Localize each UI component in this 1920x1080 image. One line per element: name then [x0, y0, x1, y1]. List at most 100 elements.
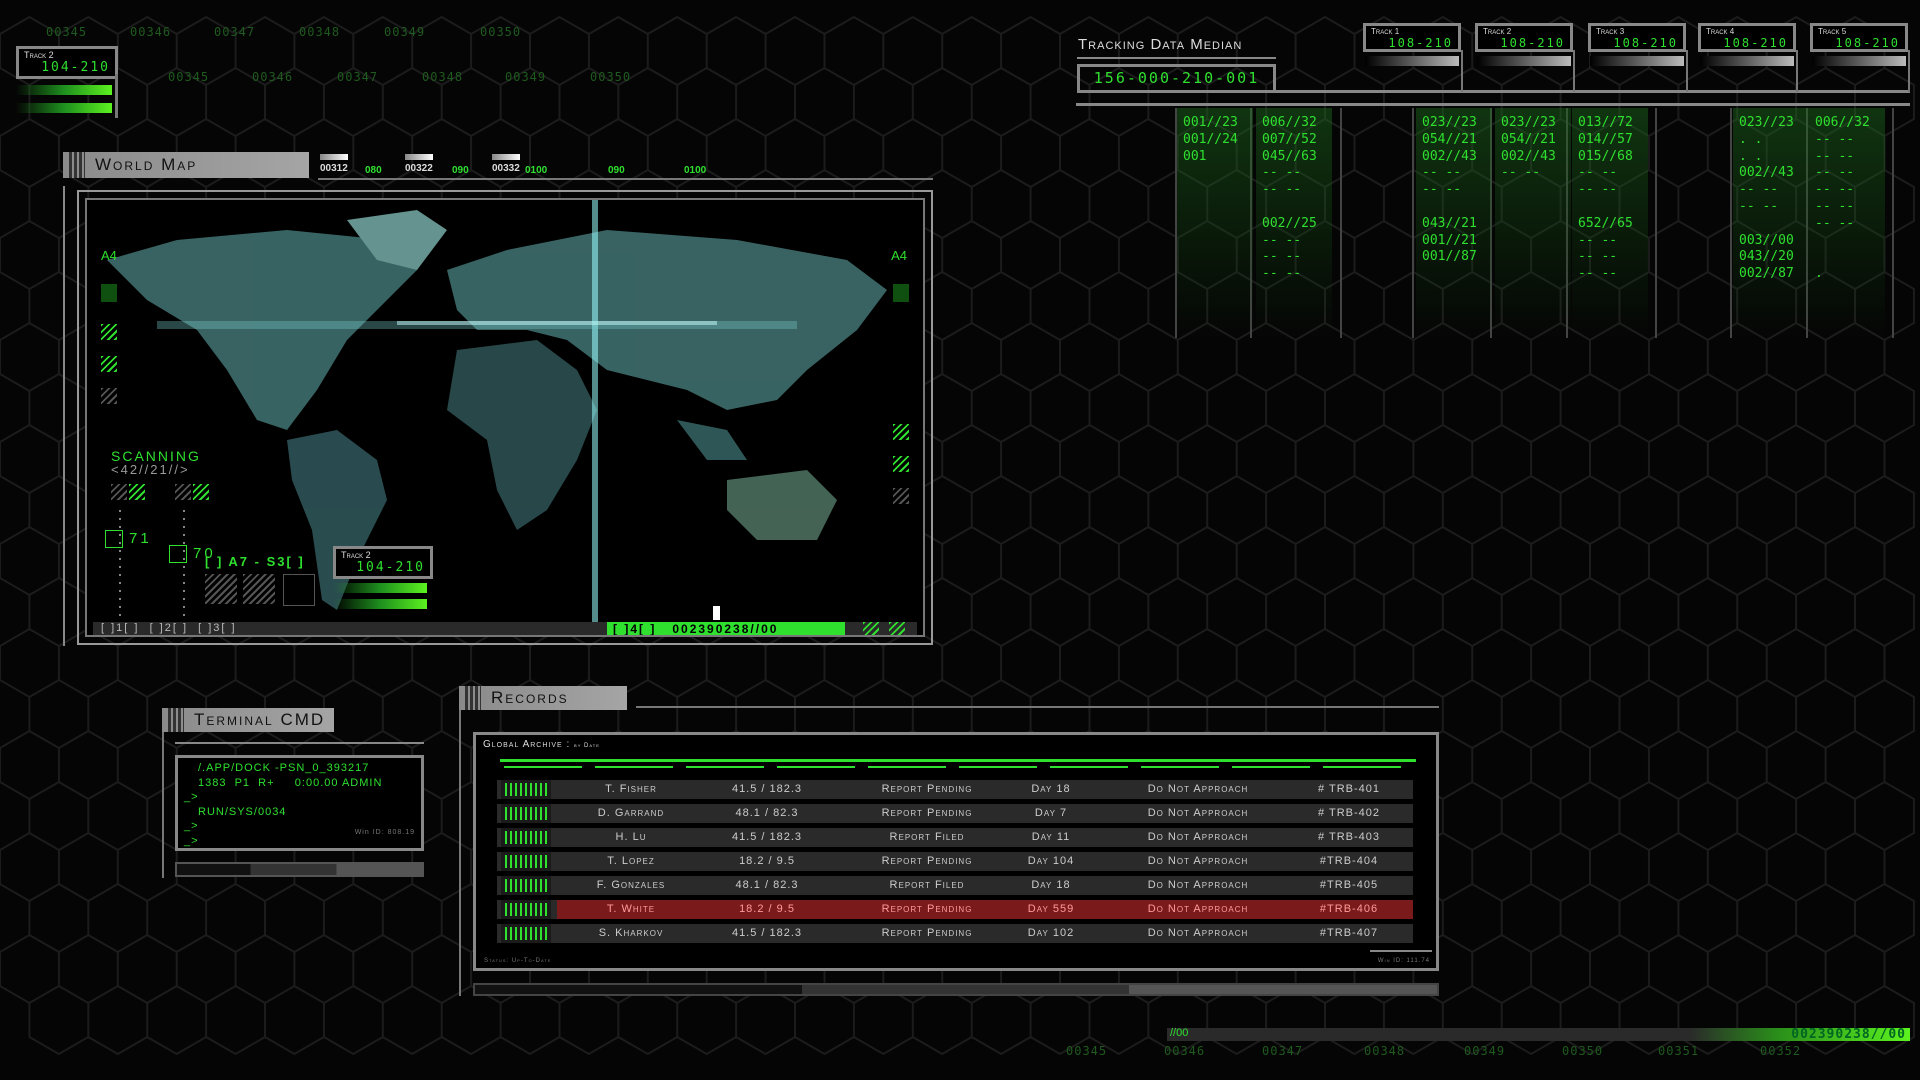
terminal-window[interactable]: /.APP/DOCK -PSN_0_393217 1383 P1 R+ 0:00.…: [175, 755, 424, 851]
top-number: 00350: [590, 70, 632, 84]
table-row[interactable]: S. Kharkov 41.5 / 182.3 Report Pending Day …: [497, 924, 1413, 943]
cell-coords: 18.2 / 9.5: [739, 855, 795, 867]
terminal-line: /.APP/DOCK -PSN_0_393217: [198, 762, 370, 774]
bottom-number: 00348: [1364, 1044, 1406, 1058]
map-tick: 00322: [405, 152, 433, 174]
cell-status: Report Pending: [881, 903, 973, 915]
position-marker[interactable]: [713, 606, 720, 620]
column-divider: [1490, 108, 1492, 338]
track-label: Track 4: [1706, 27, 1735, 36]
top-number: 00350: [480, 25, 522, 39]
top-number: 00347: [214, 25, 256, 39]
data-column-bg: [1177, 108, 1253, 338]
hatch-indicator: [175, 484, 191, 500]
hatch-indicator: [893, 456, 909, 472]
records-status: Status: Up-To-Date: [484, 958, 552, 964]
table-row[interactable]: T. Lopez 18.2 / 9.5 Report Pending Day 104 D…: [497, 852, 1413, 871]
terminal-win-id: Win ID: 808.19: [354, 828, 415, 836]
cell-status: Report Pending: [881, 783, 973, 795]
world-map-image: [107, 200, 887, 635]
cell-status: Report Pending: [881, 927, 973, 939]
top-number: 00348: [299, 25, 341, 39]
signal-bars-icon: [505, 879, 547, 892]
records-scrollbar[interactable]: [473, 983, 1439, 996]
dotted-line: [119, 510, 121, 620]
cell-name: T. White: [606, 903, 656, 915]
records-header: Records: [459, 686, 627, 710]
bottom-number: 00345: [1066, 1044, 1108, 1058]
hatch-indicator: [893, 424, 909, 440]
world-map-header: World Map: [63, 152, 309, 178]
active-channel-label: [ ]4[ ]: [613, 622, 657, 636]
signal-meter: [501, 780, 551, 799]
world-map[interactable]: A4 A4 SCANNING <42//21//> 71 70 [ ] A7 -…: [85, 198, 925, 637]
track-gradient-bar: [1700, 56, 1794, 66]
channel-labels[interactable]: [ ]1[ ] [ ]2[ ] [ ]3[ ]: [101, 622, 237, 634]
active-channel-code: 002390238//00: [672, 622, 779, 636]
track-value: 108-210: [1723, 36, 1788, 50]
progress-fill: [1690, 1028, 1910, 1041]
top-number: 00346: [130, 25, 172, 39]
hatch-indicator: [243, 574, 275, 604]
cell-coords: 48.1 / 82.3: [735, 807, 799, 819]
cell-name: F. Gonzales: [596, 879, 666, 891]
track-label: Track 2: [24, 50, 54, 60]
data-column-bg: [1572, 108, 1648, 338]
map-tick: 080: [365, 165, 382, 176]
track-box-1[interactable]: Track 1 108-210: [1363, 23, 1461, 52]
bottom-number: 00346: [1164, 1044, 1206, 1058]
table-row[interactable]: T. Fisher 41.5 / 182.3 Report Pending Day 1…: [497, 780, 1413, 799]
bottom-number: 00350: [1562, 1044, 1604, 1058]
cell-status: Report Pending: [881, 807, 973, 819]
records-title: Records: [491, 688, 569, 707]
data-column-bg: [1809, 108, 1885, 338]
cell-id: # TRB-401: [1318, 783, 1380, 795]
track-box-2[interactable]: Track 2 108-210: [1475, 23, 1573, 52]
cell-name: T. Lopez: [607, 855, 655, 867]
track-box-3[interactable]: Track 3 108-210: [1588, 23, 1686, 52]
active-channel-bar[interactable]: [ ]4[ ] 002390238//00: [607, 622, 845, 636]
divider: [1573, 50, 1575, 92]
track-box-5[interactable]: Track 5 108-210: [1810, 23, 1908, 52]
column-divider: [1806, 108, 1808, 338]
top-track-widget: Track 2 104-210: [16, 46, 118, 118]
table-row[interactable]: D. Garrand 48.1 / 82.3 Report Pending Day 7…: [497, 804, 1413, 823]
signal-bars-icon: [505, 855, 547, 868]
terminal-scrollbar[interactable]: [175, 862, 424, 877]
map-tick: 00312: [320, 152, 348, 174]
tracking-median-value: 156-000-210-001: [1077, 64, 1276, 93]
divider: [63, 186, 65, 646]
table-row[interactable]: T. White 18.2 / 9.5 Report Pending Day 559 D…: [497, 900, 1413, 919]
tick-marker: [492, 154, 520, 160]
cell-day: Day 7: [1034, 807, 1068, 819]
top-number: 00345: [168, 70, 210, 84]
signal-bars-icon: [505, 807, 547, 820]
target-marker[interactable]: [105, 530, 123, 548]
top-number: 00348: [422, 70, 464, 84]
table-row[interactable]: H. Lu 41.5 / 182.3 Report Filed Day 11 Do No…: [497, 828, 1413, 847]
table-row[interactable]: F. Gonzales 48.1 / 82.3 Report Filed Day 18…: [497, 876, 1413, 895]
cell-id: # TRB-403: [1318, 831, 1380, 843]
track-box-4[interactable]: Track 4 108-210: [1698, 23, 1796, 52]
bottom-progress-bar[interactable]: //00 002390238//00: [1167, 1027, 1910, 1042]
header-grip-icon: [168, 708, 184, 732]
data-column-bg: [1256, 108, 1332, 338]
target-marker[interactable]: [169, 545, 187, 563]
dotted-line: [183, 510, 185, 620]
terminal-line: 1383 P1 R+ 0:00.00 ADMIN: [198, 776, 383, 789]
signal-meter: [501, 852, 551, 871]
divider: [115, 74, 118, 118]
tick-label: 090: [608, 165, 625, 176]
divider: [636, 706, 1439, 708]
inset-track-widget: Track 2 104-210: [333, 546, 433, 609]
hatch-indicator: [129, 484, 145, 500]
track-value: 104-210: [356, 560, 425, 575]
level-bar: [16, 103, 112, 113]
data-column: 006//32 -- -- -- -- -- -- -- -- -- -- --…: [1815, 115, 1870, 282]
header-rule: [500, 759, 1416, 762]
marker-label: 70: [193, 545, 216, 562]
terminal-output: /.APP/DOCK -PSN_0_393217 1383 P1 R+ 0:00.…: [184, 761, 415, 848]
divider: [1908, 50, 1910, 92]
map-channel-strip: [ ]1[ ] [ ]2[ ] [ ]3[ ] [ ]4[ ] 00239023…: [93, 622, 917, 636]
cell-day: Day 11: [1031, 831, 1071, 843]
